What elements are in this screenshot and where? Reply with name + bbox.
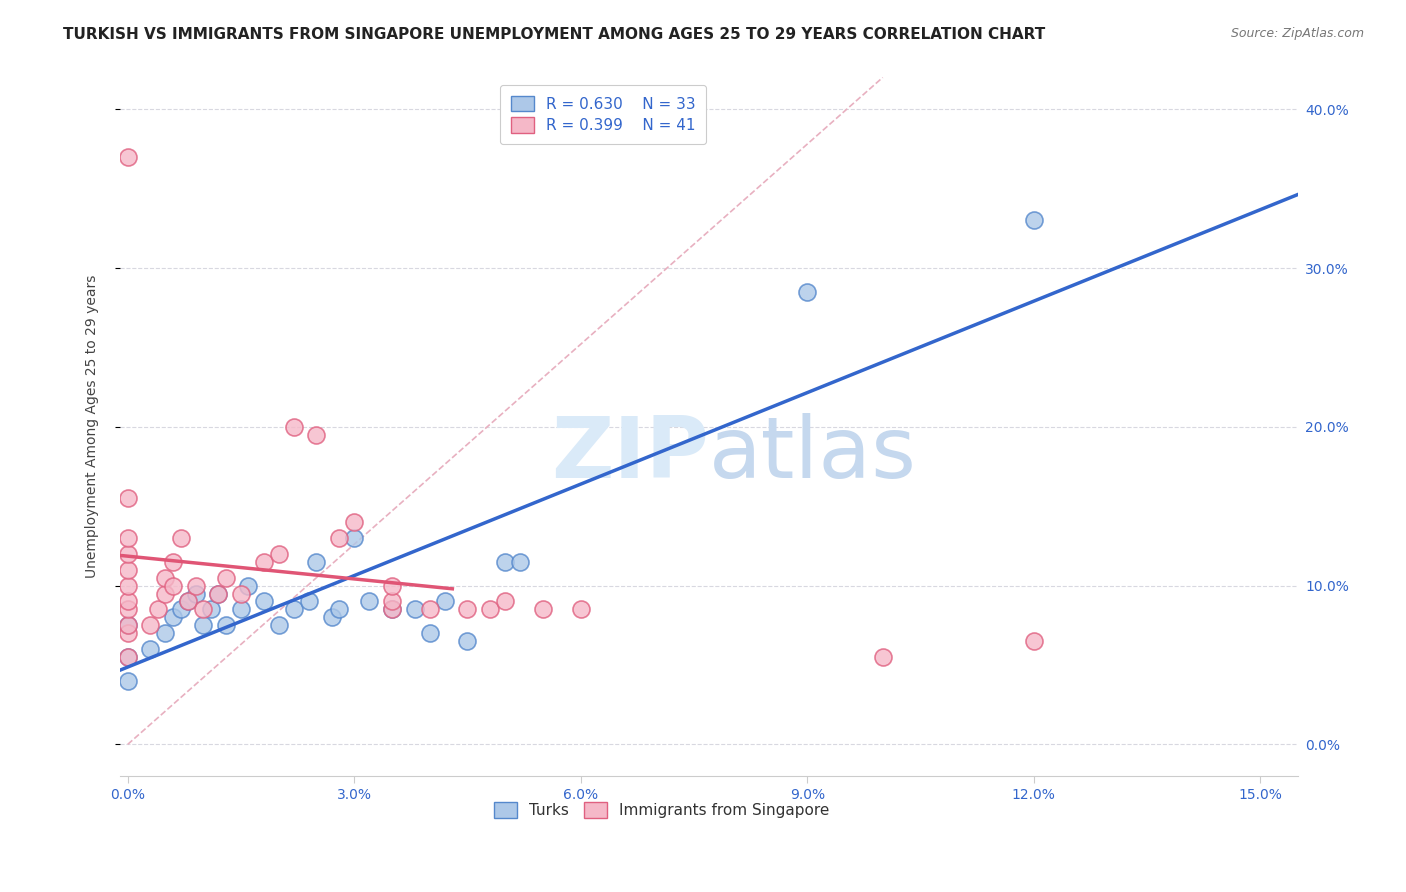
Text: Source: ZipAtlas.com: Source: ZipAtlas.com <box>1230 27 1364 40</box>
Point <box>381 602 404 616</box>
Point <box>117 618 139 632</box>
Point <box>1022 213 1045 227</box>
Point <box>229 602 252 616</box>
Point <box>117 579 139 593</box>
Point <box>200 602 222 616</box>
Point <box>184 586 207 600</box>
Point <box>177 594 200 608</box>
Point <box>238 579 260 593</box>
Point <box>193 602 215 616</box>
Point <box>404 602 426 616</box>
Point <box>283 602 305 616</box>
Point <box>359 594 381 608</box>
Point <box>162 555 184 569</box>
Text: ZIP: ZIP <box>551 413 709 496</box>
Point <box>509 555 531 569</box>
Point <box>215 571 238 585</box>
Point <box>117 618 139 632</box>
Point <box>531 602 554 616</box>
Point <box>117 650 139 665</box>
Point <box>117 491 139 506</box>
Text: TURKISH VS IMMIGRANTS FROM SINGAPORE UNEMPLOYMENT AMONG AGES 25 TO 29 YEARS CORR: TURKISH VS IMMIGRANTS FROM SINGAPORE UNE… <box>63 27 1046 42</box>
Point <box>283 419 305 434</box>
Point <box>139 618 162 632</box>
Point <box>117 563 139 577</box>
Point <box>117 547 139 561</box>
Point <box>207 586 229 600</box>
Point <box>117 626 139 640</box>
Point <box>343 531 366 545</box>
Point <box>215 618 238 632</box>
Point <box>146 602 169 616</box>
Point <box>305 555 328 569</box>
Point <box>117 150 139 164</box>
Point <box>267 618 290 632</box>
Legend: Turks, Immigrants from Singapore: Turks, Immigrants from Singapore <box>488 797 837 824</box>
Point <box>494 594 516 608</box>
Point <box>193 618 215 632</box>
Point <box>328 602 350 616</box>
Point <box>117 673 139 688</box>
Point <box>381 602 404 616</box>
Point <box>155 586 177 600</box>
Point <box>229 586 252 600</box>
Point <box>117 602 139 616</box>
Point <box>117 650 139 665</box>
Point <box>433 594 456 608</box>
Point <box>456 634 478 648</box>
Point <box>117 531 139 545</box>
Point <box>328 531 350 545</box>
Point <box>419 626 441 640</box>
Point <box>298 594 321 608</box>
Point <box>456 602 478 616</box>
Point <box>494 555 516 569</box>
Point <box>569 602 592 616</box>
Point <box>343 515 366 529</box>
Text: atlas: atlas <box>709 413 917 496</box>
Point <box>117 594 139 608</box>
Point <box>252 555 274 569</box>
Point <box>155 626 177 640</box>
Point <box>419 602 441 616</box>
Point <box>139 642 162 657</box>
Point <box>872 650 894 665</box>
Point <box>169 531 191 545</box>
Point <box>177 594 200 608</box>
Point <box>267 547 290 561</box>
Point <box>162 579 184 593</box>
Point <box>796 285 818 299</box>
Point <box>479 602 502 616</box>
Point <box>252 594 274 608</box>
Point <box>162 610 184 624</box>
Point <box>155 571 177 585</box>
Point <box>1022 634 1045 648</box>
Point <box>184 579 207 593</box>
Point <box>207 586 229 600</box>
Point <box>321 610 343 624</box>
Point <box>381 579 404 593</box>
Point <box>381 594 404 608</box>
Y-axis label: Unemployment Among Ages 25 to 29 years: Unemployment Among Ages 25 to 29 years <box>86 275 100 579</box>
Point <box>305 427 328 442</box>
Point <box>169 602 191 616</box>
